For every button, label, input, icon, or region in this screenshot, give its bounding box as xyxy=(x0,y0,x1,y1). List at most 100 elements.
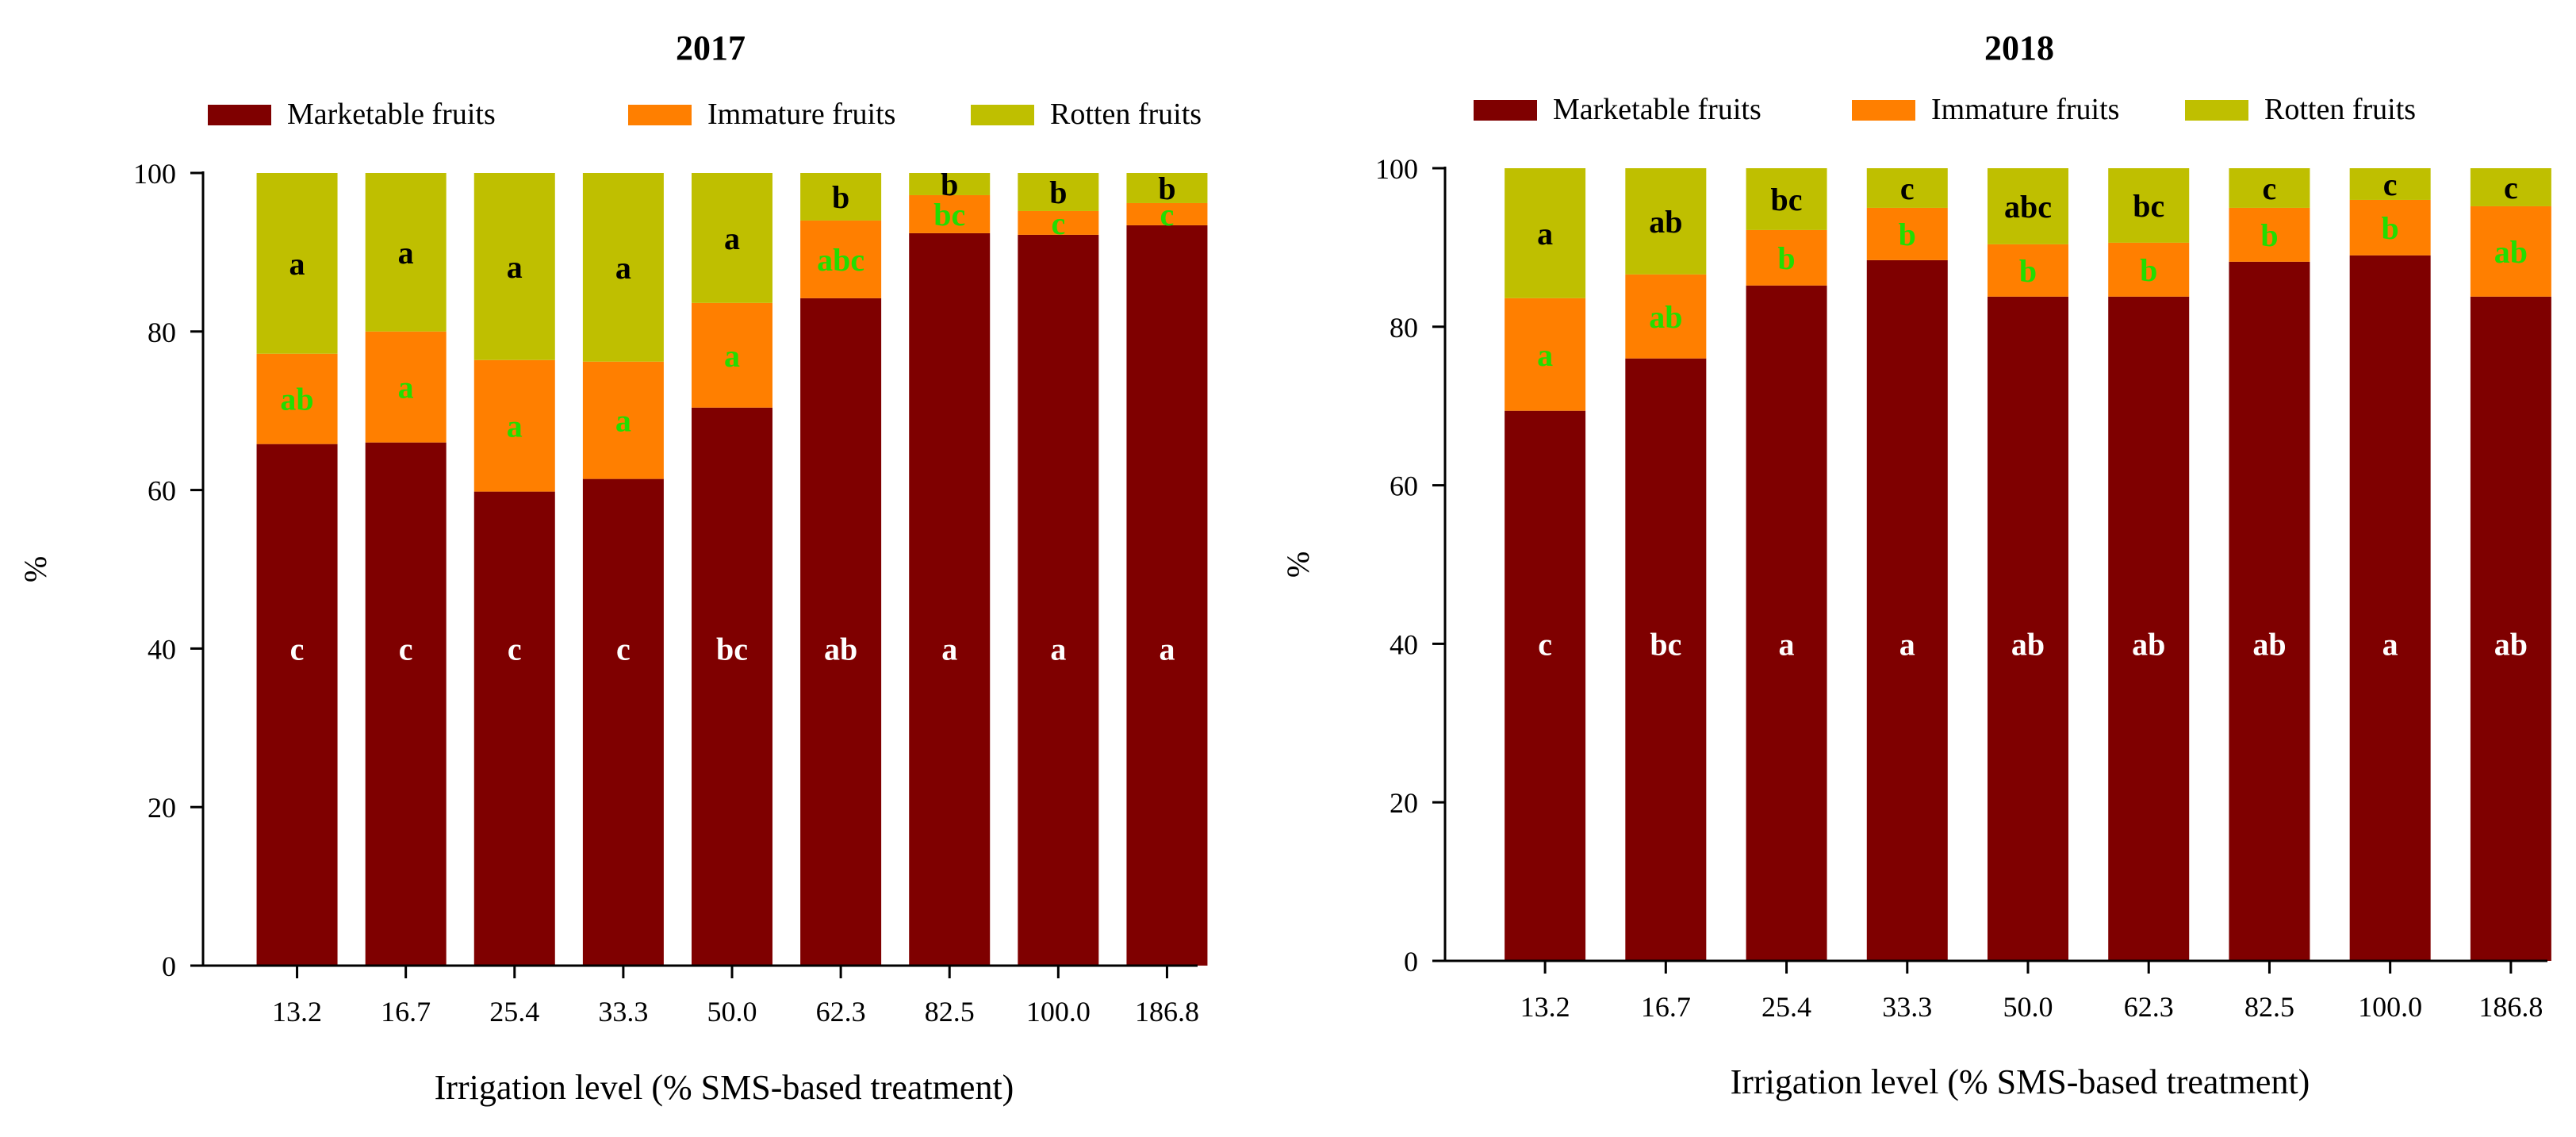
bar-segment xyxy=(2108,168,2190,243)
data-label: bc xyxy=(2133,188,2164,224)
bar-segment xyxy=(2349,168,2431,200)
bar-segment xyxy=(1866,168,1948,208)
legend-label: Immature fruits xyxy=(707,98,895,131)
data-label: ab xyxy=(2494,626,2528,662)
y-tick-label: 60 xyxy=(1390,471,1418,502)
bar-segment xyxy=(692,173,772,303)
legend-label: Rotten fruits xyxy=(1050,98,1202,131)
y-tick-label: 100 xyxy=(133,158,176,190)
data-label: b xyxy=(1049,175,1067,210)
data-label: a xyxy=(1537,216,1553,252)
x-tick-label: 13.2 xyxy=(1520,991,1570,1023)
data-label: b xyxy=(2019,253,2037,289)
bar-segment xyxy=(256,353,338,444)
bar-segment xyxy=(909,194,991,233)
data-label: b xyxy=(2382,210,2399,246)
x-tick-label: 13.2 xyxy=(272,996,322,1028)
data-label: c xyxy=(2263,171,2277,206)
bar-segment xyxy=(800,173,882,221)
chart-2018: 2018 Marketable fruits Immature fruits Rott… xyxy=(1280,29,2551,1101)
data-label: ab xyxy=(2252,626,2286,662)
bar-segment xyxy=(1746,285,1827,961)
data-label: a xyxy=(1159,631,1175,666)
data-label: a xyxy=(615,403,631,439)
bar-segment xyxy=(473,173,555,360)
y-axis-label: % xyxy=(17,556,53,582)
data-label: a xyxy=(941,631,957,666)
data-label: c xyxy=(2504,170,2518,206)
x-tick-label: 50.0 xyxy=(2003,991,2053,1023)
bar-segment xyxy=(1866,207,1948,260)
x-tick-label: 100.0 xyxy=(1026,996,1091,1028)
data-label: a xyxy=(724,338,740,374)
y-tick-label: 80 xyxy=(148,317,176,348)
data-label: c xyxy=(1538,626,1552,662)
bar-segment xyxy=(1126,202,1208,225)
data-label: c xyxy=(1051,206,1065,241)
bar-segment xyxy=(1988,296,2068,961)
bar-segment xyxy=(2349,255,2431,961)
legend-label: Marketable fruits xyxy=(1553,93,1761,126)
data-label: bc xyxy=(1650,626,1681,662)
bar-segment xyxy=(2470,206,2551,297)
x-tick-label: 25.4 xyxy=(1761,991,1811,1023)
bar-segment xyxy=(2229,261,2310,962)
x-tick-label: 33.3 xyxy=(598,996,648,1028)
data-label: bc xyxy=(716,631,748,666)
data-label: a xyxy=(1899,626,1915,662)
bar-segment xyxy=(256,173,338,354)
data-label: ab xyxy=(1649,204,1682,240)
data-label: ab xyxy=(1649,299,1682,335)
data-label: b xyxy=(2260,217,2278,253)
bar-segment xyxy=(909,232,991,966)
x-tick-label: 82.5 xyxy=(2244,991,2294,1023)
data-label: b xyxy=(1899,217,1916,252)
data-label: a xyxy=(398,235,414,271)
x-tick-label: 82.5 xyxy=(925,996,975,1028)
y-tick-label: 40 xyxy=(148,633,176,665)
data-label: bc xyxy=(1771,182,1803,217)
data-label: a xyxy=(724,221,740,256)
data-label: c xyxy=(2383,167,2398,202)
y-tick-label: 100 xyxy=(1375,153,1418,185)
bar-segment xyxy=(1505,410,1586,961)
legend-label: Rotten fruits xyxy=(2264,93,2416,126)
bar-segment xyxy=(582,478,664,966)
data-label: a xyxy=(615,250,631,286)
x-axis-label: Irrigation level (% SMS-based treatment) xyxy=(1731,1062,2310,1101)
bar-segment xyxy=(1746,168,1827,230)
data-label: ab xyxy=(2011,626,2045,662)
bar-segment xyxy=(1988,168,2068,244)
bar-segment xyxy=(800,298,882,966)
data-label: a xyxy=(1779,626,1795,662)
bar-segment xyxy=(1505,298,1586,411)
chart-2017: 2017 Marketable fruits Immature fruits Rott… xyxy=(17,29,1208,1107)
legend-swatch xyxy=(1474,100,1537,121)
data-label: a xyxy=(507,249,523,285)
data-label: c xyxy=(508,631,522,666)
y-tick-label: 0 xyxy=(1404,946,1418,978)
x-tick-label: 186.8 xyxy=(2478,991,2543,1023)
data-label: bc xyxy=(933,197,965,232)
bar-segment xyxy=(582,361,664,479)
legend-swatch xyxy=(628,105,692,125)
data-label: a xyxy=(1050,631,1066,666)
data-label: b xyxy=(941,167,958,202)
bar-segment xyxy=(1625,274,1707,359)
bar-segment xyxy=(2108,296,2190,961)
bar-segment xyxy=(1018,234,1099,966)
legend-swatch xyxy=(1852,100,1915,121)
bar-segment xyxy=(1746,229,1827,286)
chart-title: 2018 xyxy=(1984,29,2054,67)
x-tick-label: 50.0 xyxy=(707,996,757,1028)
bar-segment xyxy=(1866,259,1948,961)
data-label: c xyxy=(1160,197,1175,232)
bar-segment xyxy=(2349,199,2431,255)
bar-segment xyxy=(2470,168,2551,206)
bar-segment xyxy=(2229,168,2310,208)
y-axis-label: % xyxy=(1280,551,1316,578)
bar-segment xyxy=(909,173,991,195)
legend-label: Immature fruits xyxy=(1931,93,2119,126)
data-label: a xyxy=(398,370,414,405)
